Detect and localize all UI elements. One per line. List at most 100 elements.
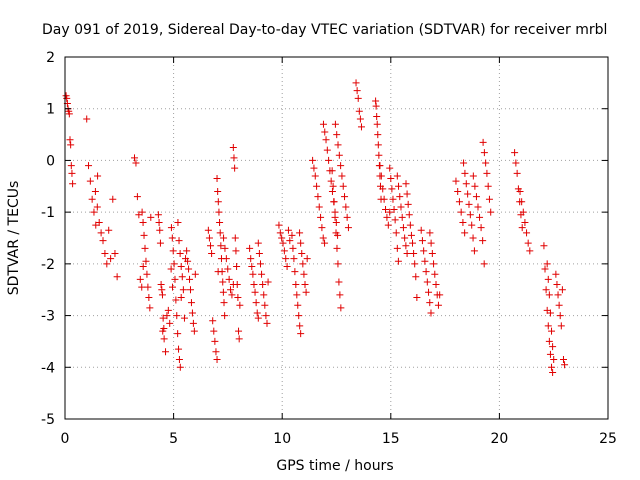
data-point <box>302 288 310 296</box>
data-point <box>336 291 344 299</box>
data-point <box>412 273 420 281</box>
data-point <box>294 301 302 309</box>
data-point <box>558 286 566 294</box>
data-point <box>140 231 148 239</box>
data-point <box>548 327 556 335</box>
data-point <box>184 257 192 265</box>
data-point <box>183 247 191 255</box>
data-point <box>376 162 384 170</box>
x-tick-label: 20 <box>490 431 508 447</box>
data-point <box>427 239 435 247</box>
data-point <box>470 247 478 255</box>
data-point <box>159 314 167 322</box>
data-point <box>319 234 327 242</box>
data-point <box>339 182 347 190</box>
data-point <box>526 247 534 255</box>
data-point <box>425 288 433 296</box>
data-point <box>418 237 426 245</box>
data-point <box>487 208 495 216</box>
data-point <box>338 172 346 180</box>
x-tick-label: 15 <box>382 431 400 447</box>
data-point <box>300 270 308 278</box>
data-point <box>156 226 164 234</box>
data-point <box>476 213 484 221</box>
data-point <box>228 291 236 299</box>
data-point <box>158 286 166 294</box>
data-point <box>410 250 418 258</box>
data-point <box>175 345 183 353</box>
data-point <box>280 247 288 255</box>
x-tick-label: 5 <box>169 431 178 447</box>
data-point <box>374 141 382 149</box>
data-point <box>383 213 391 221</box>
data-point <box>335 151 343 159</box>
data-point <box>398 213 406 221</box>
data-point <box>421 257 429 265</box>
data-point <box>386 208 394 216</box>
data-point <box>559 356 567 364</box>
data-point <box>388 185 396 193</box>
y-tick-label: -1 <box>41 205 55 221</box>
data-point <box>224 265 232 273</box>
data-point <box>471 182 479 190</box>
data-point <box>156 239 164 247</box>
data-point <box>524 239 532 247</box>
data-point <box>163 312 171 320</box>
data-point <box>462 180 470 188</box>
data-point <box>518 198 526 206</box>
data-point <box>523 229 531 237</box>
data-point <box>217 242 225 250</box>
data-point <box>83 115 91 123</box>
data-point <box>91 187 99 195</box>
data-point <box>154 211 162 219</box>
data-point <box>162 348 170 356</box>
data-point <box>169 283 177 291</box>
data-point <box>516 187 524 195</box>
data-point <box>113 273 121 281</box>
data-point <box>313 182 321 190</box>
data-point <box>247 255 255 263</box>
data-point <box>430 260 438 268</box>
data-point <box>544 275 552 283</box>
data-point <box>204 226 212 234</box>
data-point <box>139 262 147 270</box>
data-point <box>101 250 109 258</box>
data-point <box>519 208 527 216</box>
data-point <box>284 226 292 234</box>
data-point <box>190 327 198 335</box>
data-point <box>215 208 223 216</box>
data-point <box>542 286 550 294</box>
data-point <box>258 270 266 278</box>
data-point <box>377 172 385 180</box>
data-point <box>132 159 140 167</box>
data-point <box>399 224 407 232</box>
data-point <box>299 260 307 268</box>
data-point <box>256 260 264 268</box>
data-point <box>298 250 306 258</box>
data-point <box>86 177 94 185</box>
data-point <box>403 190 411 198</box>
data-point <box>552 270 560 278</box>
data-point <box>168 234 176 242</box>
data-point <box>254 239 262 247</box>
data-point <box>474 203 482 211</box>
data-point <box>213 356 221 364</box>
data-point <box>556 312 564 320</box>
data-point <box>297 330 305 338</box>
data-point <box>139 218 147 226</box>
data-point <box>111 250 119 258</box>
data-point <box>480 149 488 157</box>
data-point <box>249 270 257 278</box>
data-point <box>222 255 230 263</box>
data-point <box>518 224 526 232</box>
data-point <box>180 314 188 322</box>
data-point <box>174 330 182 338</box>
data-point <box>480 260 488 268</box>
data-point <box>170 260 178 268</box>
data-point <box>331 213 339 221</box>
data-point <box>337 162 345 170</box>
data-point <box>209 317 217 325</box>
data-point <box>341 193 349 201</box>
data-point <box>406 221 414 229</box>
y-tick-label: -4 <box>41 360 55 376</box>
